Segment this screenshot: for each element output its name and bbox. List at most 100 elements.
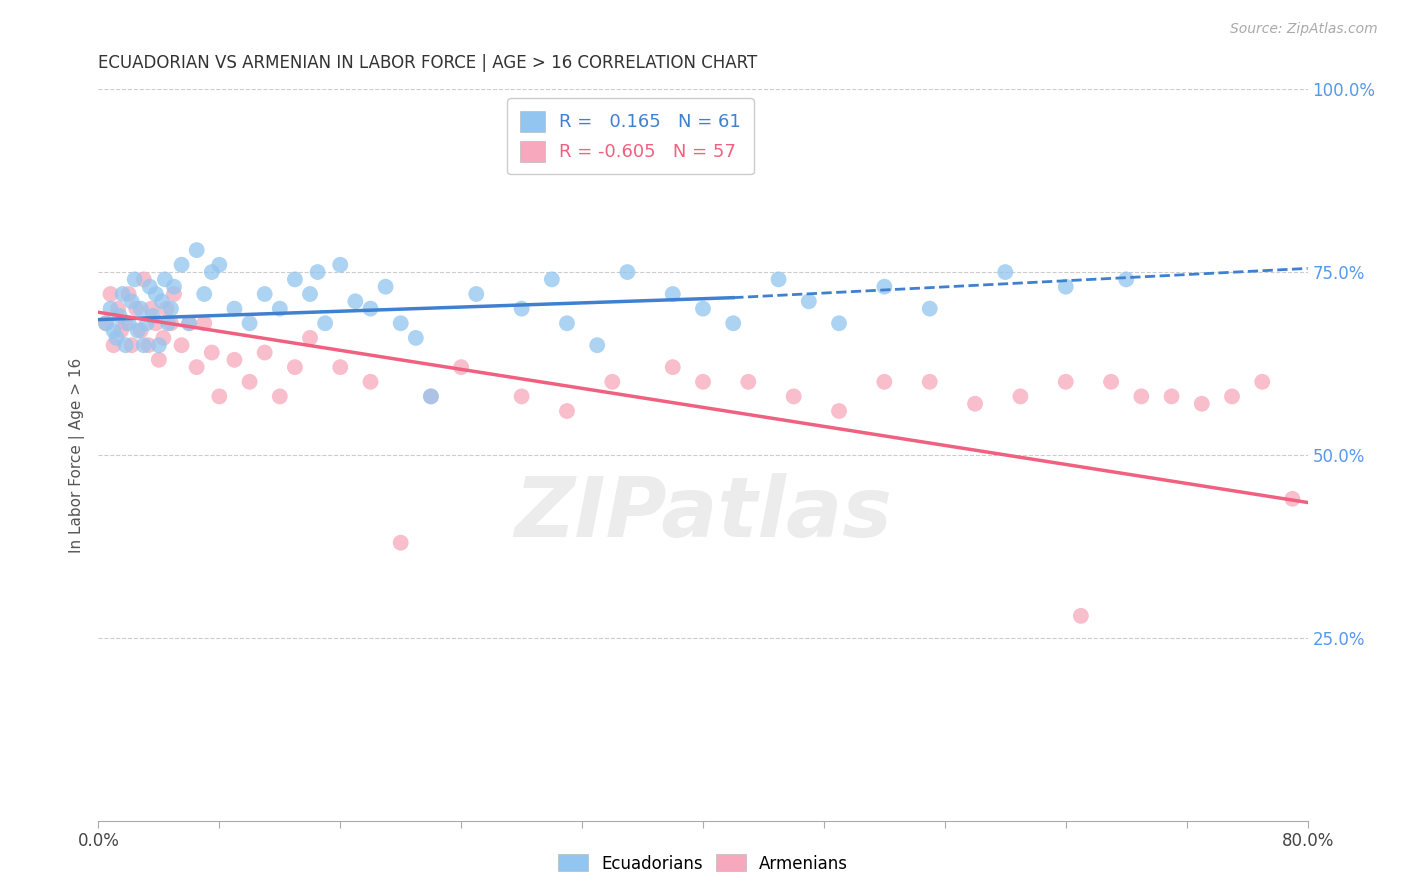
- Text: ECUADORIAN VS ARMENIAN IN LABOR FORCE | AGE > 16 CORRELATION CHART: ECUADORIAN VS ARMENIAN IN LABOR FORCE | …: [98, 54, 758, 72]
- Point: [768, 272, 790, 286]
- Point: [1130, 389, 1153, 403]
- Point: [193, 287, 215, 301]
- Point: [828, 404, 851, 418]
- Point: [186, 360, 208, 375]
- Point: [100, 287, 122, 301]
- Point: [965, 397, 987, 411]
- Point: [299, 331, 322, 345]
- Point: [170, 338, 193, 352]
- Legend: R =   0.165   N = 61, R = -0.605   N = 57: R = 0.165 N = 61, R = -0.605 N = 57: [508, 98, 754, 174]
- Point: [150, 294, 173, 309]
- Point: [160, 316, 183, 330]
- Point: [163, 279, 186, 293]
- Point: [1251, 375, 1274, 389]
- Point: [129, 324, 152, 338]
- Point: [510, 301, 533, 316]
- Point: [139, 279, 162, 293]
- Point: [1281, 491, 1303, 506]
- Point: [118, 316, 141, 330]
- Point: [170, 258, 193, 272]
- Point: [136, 338, 159, 352]
- Point: [360, 301, 382, 316]
- Point: [179, 316, 201, 330]
- Point: [1054, 375, 1077, 389]
- Point: [163, 287, 186, 301]
- Legend: Ecuadorians, Armenians: Ecuadorians, Armenians: [551, 847, 855, 880]
- Point: [253, 345, 276, 359]
- Point: [555, 404, 578, 418]
- Point: [737, 375, 759, 389]
- Point: [360, 375, 382, 389]
- Point: [284, 272, 307, 286]
- Point: [103, 338, 125, 352]
- Point: [145, 316, 167, 330]
- Point: [1010, 389, 1032, 403]
- Point: [661, 287, 683, 301]
- Point: [107, 301, 129, 316]
- Point: [100, 301, 122, 316]
- Point: [1115, 272, 1137, 286]
- Point: [125, 301, 148, 316]
- Point: [141, 301, 163, 316]
- Point: [307, 265, 329, 279]
- Point: [873, 375, 896, 389]
- Point: [186, 243, 208, 257]
- Y-axis label: In Labor Force | Age > 16: In Labor Force | Age > 16: [69, 358, 84, 552]
- Point: [344, 294, 367, 309]
- Point: [224, 352, 246, 367]
- Point: [692, 375, 714, 389]
- Point: [602, 375, 624, 389]
- Point: [450, 360, 472, 375]
- Point: [160, 301, 183, 316]
- Point: [135, 316, 157, 330]
- Point: [389, 535, 412, 549]
- Point: [405, 331, 427, 345]
- Text: ZIPatlas: ZIPatlas: [515, 473, 891, 554]
- Point: [540, 272, 562, 286]
- Point: [465, 287, 488, 301]
- Point: [616, 265, 638, 279]
- Point: [1099, 375, 1122, 389]
- Point: [994, 265, 1017, 279]
- Point: [108, 309, 131, 323]
- Point: [94, 316, 117, 330]
- Point: [208, 258, 231, 272]
- Point: [105, 331, 128, 345]
- Point: [132, 272, 155, 286]
- Point: [661, 360, 683, 375]
- Point: [155, 301, 177, 316]
- Point: [114, 316, 136, 330]
- Point: [723, 316, 745, 330]
- Point: [1220, 389, 1243, 403]
- Point: [201, 265, 224, 279]
- Point: [873, 279, 896, 293]
- Point: [103, 324, 125, 338]
- Point: [783, 389, 806, 403]
- Point: [129, 301, 152, 316]
- Point: [201, 345, 224, 359]
- Point: [420, 389, 443, 403]
- Point: [269, 301, 291, 316]
- Point: [224, 301, 246, 316]
- Point: [828, 316, 851, 330]
- Point: [124, 272, 146, 286]
- Point: [555, 316, 578, 330]
- Point: [110, 324, 132, 338]
- Point: [299, 287, 322, 301]
- Point: [269, 389, 291, 403]
- Point: [239, 316, 262, 330]
- Point: [918, 301, 941, 316]
- Point: [1070, 608, 1092, 623]
- Point: [118, 287, 141, 301]
- Point: [94, 316, 117, 330]
- Point: [314, 316, 336, 330]
- Point: [918, 375, 941, 389]
- Point: [127, 324, 149, 338]
- Point: [121, 338, 143, 352]
- Point: [152, 331, 174, 345]
- Point: [148, 352, 170, 367]
- Point: [239, 375, 262, 389]
- Point: [142, 309, 165, 323]
- Point: [121, 294, 143, 309]
- Point: [374, 279, 396, 293]
